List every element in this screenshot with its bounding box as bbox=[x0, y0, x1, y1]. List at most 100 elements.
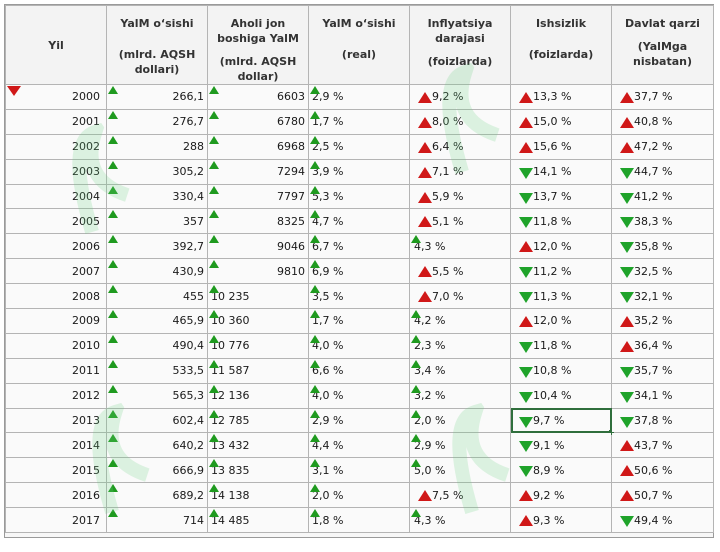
cell-inflation[interactable]: 7,5 % bbox=[409, 482, 511, 509]
cell-inflation[interactable]: 4,3 % bbox=[409, 507, 511, 534]
cell-year[interactable]: 2008 bbox=[5, 283, 107, 310]
cell-year[interactable]: 2017 bbox=[5, 507, 107, 534]
cell-gdp[interactable]: 305,2 bbox=[106, 158, 208, 185]
cell-inflation[interactable]: 5,0 % bbox=[409, 457, 511, 484]
cell-debt[interactable]: 38,3 % bbox=[611, 208, 714, 235]
cell-real[interactable]: 1,8 % bbox=[308, 507, 410, 534]
cell-debt[interactable]: 36,4 % bbox=[611, 332, 714, 359]
cell-year[interactable]: 2016 bbox=[5, 482, 107, 509]
cell-gdp[interactable]: 455 bbox=[106, 283, 208, 310]
cell-percap[interactable]: 9810 bbox=[207, 258, 309, 285]
cell-percap[interactable]: 10 360 bbox=[207, 308, 309, 334]
cell-year[interactable]: 2014 bbox=[5, 432, 107, 459]
cell-year[interactable]: 2012 bbox=[5, 382, 107, 409]
cell-year[interactable]: 2005 bbox=[5, 208, 107, 235]
cell-unemployment[interactable]: 15,0 % bbox=[510, 108, 612, 135]
cell-percap[interactable]: 8325 bbox=[207, 208, 309, 235]
cell-year[interactable]: 2006 bbox=[5, 233, 107, 260]
cell-percap[interactable]: 10 235 bbox=[207, 283, 309, 310]
cell-percap[interactable]: 13 835 bbox=[207, 457, 309, 484]
cell-inflation[interactable]: 5,5 % bbox=[409, 258, 511, 285]
cell-inflation[interactable]: 2,3 % bbox=[409, 332, 511, 359]
cell-unemployment[interactable]: 9,1 % bbox=[510, 432, 612, 459]
cell-inflation[interactable]: 9,2 % bbox=[409, 84, 511, 110]
cell-real[interactable]: 2,0 % bbox=[308, 482, 410, 509]
cell-unemployment[interactable]: 11,8 % bbox=[510, 208, 612, 235]
cell-real[interactable]: 4,0 % bbox=[308, 382, 410, 409]
cell-gdp[interactable]: 602,4 bbox=[106, 407, 208, 434]
cell-debt[interactable]: 34,1 % bbox=[611, 382, 714, 409]
cell-gdp[interactable]: 533,5 bbox=[106, 357, 208, 384]
header-unemployment[interactable]: Ishsizlik (foizlarda) bbox=[510, 5, 612, 85]
cell-debt[interactable]: 43,7 % bbox=[611, 432, 714, 459]
cell-unemployment[interactable]: 12,0 % bbox=[510, 308, 612, 334]
cell-year[interactable]: 2003 bbox=[5, 158, 107, 185]
cell-real[interactable]: 1,7 % bbox=[308, 308, 410, 334]
cell-real[interactable]: 4,7 % bbox=[308, 208, 410, 235]
cell-real[interactable]: 6,7 % bbox=[308, 233, 410, 260]
cell-unemployment[interactable]: 10,8 % bbox=[510, 357, 612, 384]
cell-unemployment[interactable]: 11,2 % bbox=[510, 258, 612, 285]
cell-debt[interactable]: 47,2 % bbox=[611, 133, 714, 160]
cell-inflation[interactable]: 5,9 % bbox=[409, 183, 511, 210]
cell-debt[interactable]: 35,7 % bbox=[611, 357, 714, 384]
cell-year[interactable]: 2007 bbox=[5, 258, 107, 285]
cell-percap[interactable]: 13 432 bbox=[207, 432, 309, 459]
cell-unemployment[interactable]: 15,6 % bbox=[510, 133, 612, 160]
cell-real[interactable]: 5,3 % bbox=[308, 183, 410, 210]
cell-real[interactable]: 3,9 % bbox=[308, 158, 410, 185]
cell-unemployment[interactable]: 9,3 % bbox=[510, 507, 612, 534]
cell-gdp[interactable]: 266,1 bbox=[106, 84, 208, 110]
cell-year[interactable]: 2013 bbox=[5, 407, 107, 434]
cell-debt[interactable]: 32,5 % bbox=[611, 258, 714, 285]
cell-real[interactable]: 2,9 % bbox=[308, 407, 410, 434]
cell-inflation[interactable]: 4,3 % bbox=[409, 233, 511, 260]
cell-unemployment[interactable]: 13,7 % bbox=[510, 183, 612, 210]
cell-unemployment[interactable]: 9,7 % bbox=[510, 407, 614, 436]
cell-real[interactable]: 4,0 % bbox=[308, 332, 410, 359]
cell-debt[interactable]: 37,8 % bbox=[611, 407, 714, 434]
cell-gdp[interactable]: 689,2 bbox=[106, 482, 208, 509]
cell-real[interactable]: 2,9 % bbox=[308, 84, 410, 110]
cell-year[interactable]: 2010 bbox=[5, 332, 107, 359]
cell-inflation[interactable]: 3,2 % bbox=[409, 382, 511, 409]
cell-inflation[interactable]: 2,0 % bbox=[409, 407, 511, 434]
cell-real[interactable]: 4,4 % bbox=[308, 432, 410, 459]
cell-unemployment[interactable]: 13,3 % bbox=[510, 84, 612, 110]
cell-debt[interactable]: 32,1 % bbox=[611, 283, 714, 310]
cell-gdp[interactable]: 666,9 bbox=[106, 457, 208, 484]
cell-year[interactable]: 2009 bbox=[5, 308, 107, 334]
cell-real[interactable]: 3,1 % bbox=[308, 457, 410, 484]
cell-percap[interactable]: 14 138 bbox=[207, 482, 309, 509]
cell-debt[interactable]: 49,4 % bbox=[611, 507, 714, 534]
cell-unemployment[interactable]: 11,3 % bbox=[510, 283, 612, 310]
cell-inflation[interactable]: 6,4 % bbox=[409, 133, 511, 160]
cell-gdp[interactable]: 276,7 bbox=[106, 108, 208, 135]
cell-real[interactable]: 6,6 % bbox=[308, 357, 410, 384]
cell-percap[interactable]: 6780 bbox=[207, 108, 309, 135]
cell-gdp[interactable]: 490,4 bbox=[106, 332, 208, 359]
cell-percap[interactable]: 11 587 bbox=[207, 357, 309, 384]
cell-gdp[interactable]: 330,4 bbox=[106, 183, 208, 210]
cell-percap[interactable]: 12 136 bbox=[207, 382, 309, 409]
header-percap[interactable]: Aholi jon boshiga YalM (mlrd. AQSH dolla… bbox=[207, 5, 309, 85]
cell-inflation[interactable]: 8,0 % bbox=[409, 108, 511, 135]
cell-unemployment[interactable]: 10,4 % bbox=[510, 382, 612, 409]
cell-real[interactable]: 6,9 % bbox=[308, 258, 410, 285]
header-gdp[interactable]: YalM o‘sishi (mlrd. AQSH dollari) bbox=[106, 5, 208, 85]
cell-percap[interactable]: 12 785 bbox=[207, 407, 309, 434]
header-debt[interactable]: Davlat qarzi (YalMga nisbatan) bbox=[611, 5, 714, 85]
cell-gdp[interactable]: 430,9 bbox=[106, 258, 208, 285]
cell-year[interactable]: 2001 bbox=[5, 108, 107, 135]
cell-gdp[interactable]: 565,3 bbox=[106, 382, 208, 409]
cell-real[interactable]: 3,5 % bbox=[308, 283, 410, 310]
cell-gdp[interactable]: 392,7 bbox=[106, 233, 208, 260]
cell-gdp[interactable]: 288 bbox=[106, 133, 208, 160]
cell-inflation[interactable]: 2,9 % bbox=[409, 432, 511, 459]
cell-percap[interactable]: 7797 bbox=[207, 183, 309, 210]
cell-inflation[interactable]: 5,1 % bbox=[409, 208, 511, 235]
cell-percap[interactable]: 7294 bbox=[207, 158, 309, 185]
cell-unemployment[interactable]: 12,0 % bbox=[510, 233, 612, 260]
cell-real[interactable]: 1,7 % bbox=[308, 108, 410, 135]
cell-unemployment[interactable]: 8,9 % bbox=[510, 457, 612, 484]
